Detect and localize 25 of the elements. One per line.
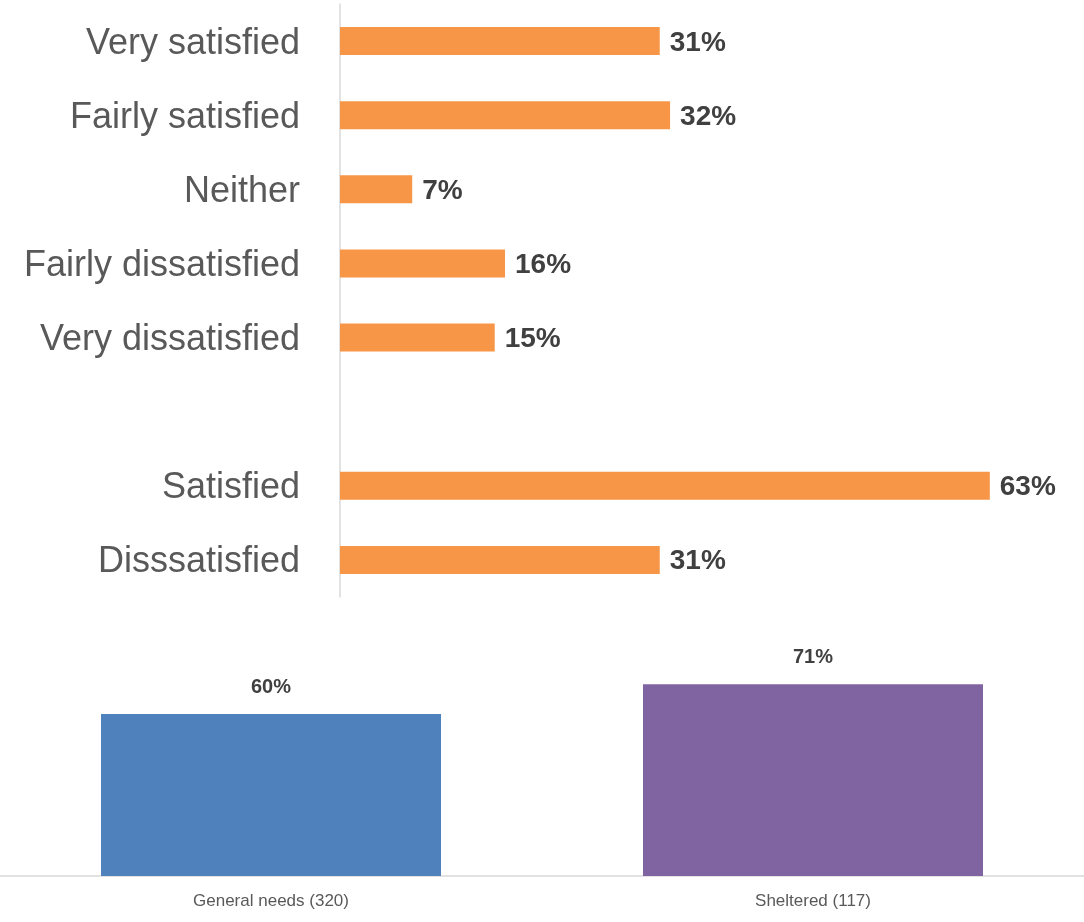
data-label: 31%: [669, 544, 726, 576]
bar: [340, 101, 671, 130]
y-tick-label: Disssatisfied: [97, 539, 300, 581]
data-label: 32%: [680, 99, 737, 131]
data-label: 7%: [422, 173, 463, 205]
bar: [340, 249, 506, 278]
data-label: 16%: [515, 247, 572, 279]
y-tick-label: Fairly dissatisfied: [23, 242, 300, 284]
y-tick-label: Neither: [183, 168, 300, 210]
data-label: 31%: [669, 25, 726, 57]
bar: [340, 471, 990, 500]
x-tick-label: General needs (320): [193, 891, 349, 910]
y-tick-label: Satisfied: [161, 465, 300, 507]
data-label: 63%: [999, 470, 1056, 502]
data-label: 71%: [792, 645, 834, 668]
bar: [340, 545, 660, 574]
data-label: 15%: [504, 322, 561, 354]
bar: [340, 27, 660, 56]
y-tick-label: Very dissatisfied: [39, 317, 300, 359]
y-tick-label: Fairly satisfied: [69, 94, 300, 136]
x-tick-label: Sheltered (117): [755, 891, 871, 910]
bar: [340, 323, 495, 352]
data-label: 60%: [250, 675, 292, 697]
y-tick-label: Very satisfied: [85, 20, 300, 62]
bar: [340, 175, 413, 204]
